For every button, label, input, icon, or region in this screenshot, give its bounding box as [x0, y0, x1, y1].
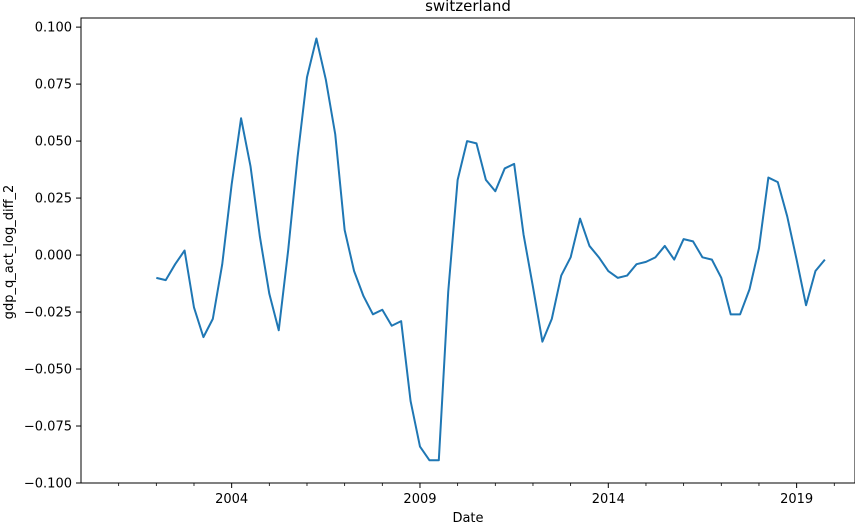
x-tick-label: 2014 [592, 492, 625, 507]
y-tick-label: 0.025 [35, 192, 72, 207]
y-tick-label: −0.075 [24, 420, 72, 435]
y-axis-label: gdp_q_act_log_diff_2 [2, 185, 17, 320]
y-tick-label: 0.000 [35, 249, 72, 264]
x-tick-label: 2004 [215, 492, 248, 507]
y-tick-label: −0.025 [24, 306, 72, 321]
plot-area [156, 37, 826, 462]
y-tick-label: −0.050 [24, 363, 72, 378]
chart-title: switzerland [425, 0, 511, 15]
y-axis: −0.100 −0.075 −0.050 −0.025 0.000 0.025 0.050 0… [24, 21, 81, 492]
y-tick-label: 0.050 [35, 135, 72, 150]
x-axis-label: Date [452, 511, 483, 525]
x-tick-label: 2009 [403, 492, 436, 507]
y-tick-label: 0.075 [35, 78, 72, 93]
plot-frame [80, 17, 855, 484]
series-line-0 [156, 37, 826, 462]
x-tick-label: 2019 [780, 492, 813, 507]
y-tick-label: −0.100 [24, 477, 72, 492]
y-tick-label: 0.100 [35, 21, 72, 36]
x-axis: 2004 2009 2014 2019 [118, 483, 835, 507]
